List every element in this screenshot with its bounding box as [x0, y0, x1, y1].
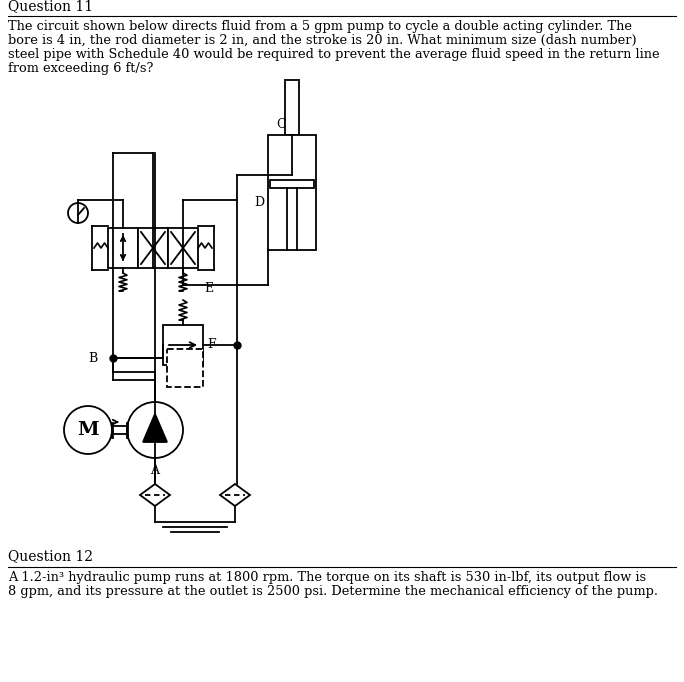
Circle shape — [64, 406, 112, 454]
Text: Question 12: Question 12 — [8, 549, 93, 563]
Text: M: M — [77, 421, 98, 439]
Text: 8 gpm, and its pressure at the outlet is 2500 psi. Determine the mechanical effi: 8 gpm, and its pressure at the outlet is… — [8, 585, 658, 598]
Text: F: F — [207, 338, 215, 351]
Text: from exceeding 6 ft/s?: from exceeding 6 ft/s? — [8, 62, 153, 75]
Text: The circuit shown below directs fluid from a 5 gpm pump to cycle a double acting: The circuit shown below directs fluid fr… — [8, 20, 632, 33]
Text: E: E — [204, 282, 213, 295]
Bar — [270, 180, 314, 188]
Bar — [168, 228, 198, 268]
Text: B: B — [88, 351, 97, 364]
Bar — [167, 349, 203, 387]
Polygon shape — [143, 414, 167, 442]
Bar — [138, 228, 168, 268]
Text: A 1.2-in³ hydraulic pump runs at 1800 rpm. The torque on its shaft is 530 in-lbf: A 1.2-in³ hydraulic pump runs at 1800 rp… — [8, 571, 646, 584]
Text: D: D — [254, 196, 264, 209]
Bar — [108, 228, 138, 268]
Bar — [268, 135, 316, 250]
Text: C: C — [276, 118, 286, 131]
Bar — [163, 325, 203, 365]
Polygon shape — [220, 484, 250, 506]
Bar — [285, 80, 299, 135]
Circle shape — [127, 402, 183, 458]
Circle shape — [68, 203, 88, 223]
Text: steel pipe with Schedule 40 would be required to prevent the average fluid speed: steel pipe with Schedule 40 would be req… — [8, 48, 659, 61]
Text: bore is 4 in, the rod diameter is 2 in, and the stroke is 20 in. What minimum si: bore is 4 in, the rod diameter is 2 in, … — [8, 34, 637, 47]
Text: Question 11: Question 11 — [8, 0, 93, 13]
Text: A: A — [150, 464, 159, 477]
Polygon shape — [140, 484, 170, 506]
